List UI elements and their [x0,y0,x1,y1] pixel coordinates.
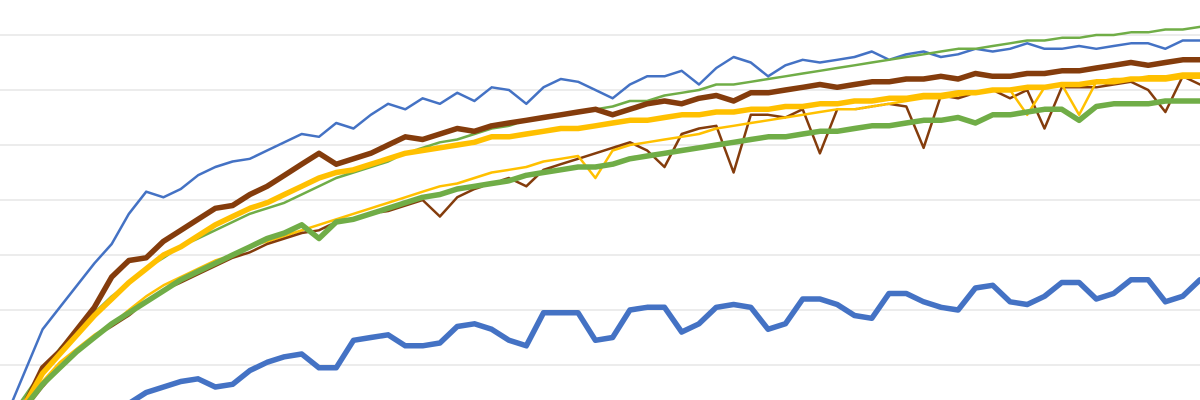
series-line-5 [24,73,1200,400]
series-lines [11,25,1200,400]
gridlines [0,34,1200,366]
series-line-8 [129,277,1200,400]
series-line-7 [26,98,1200,400]
series-line-3 [23,57,1200,400]
series-line-2 [20,25,1200,400]
series-line-1 [11,39,1200,400]
